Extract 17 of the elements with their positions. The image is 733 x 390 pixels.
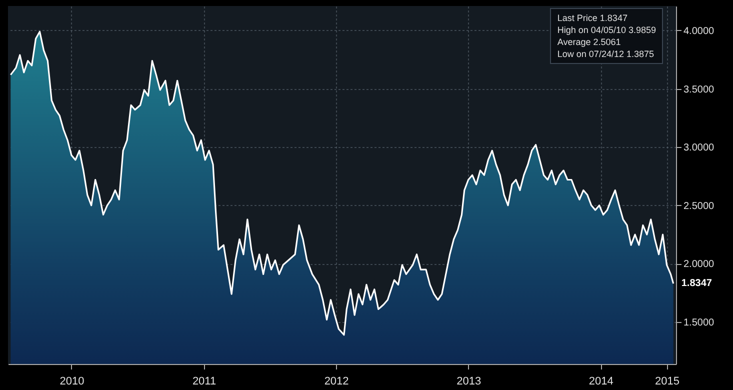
annotation: High on 04/05/10 3.9859 <box>557 25 656 35</box>
y-tick-label: 4.0000 <box>684 26 715 37</box>
annotation: Average 2.5061 <box>557 37 621 47</box>
x-tick-label: 2012 <box>324 376 349 388</box>
y-tick-label: 2.0000 <box>684 259 715 270</box>
y-tick-label: 3.0000 <box>684 142 715 154</box>
y-tick-label: 3.5000 <box>684 84 715 96</box>
x-tick-label: 2011 <box>192 376 216 388</box>
annotation: 1.8347 <box>681 278 712 289</box>
x-tick-label: 2013 <box>456 376 482 388</box>
x-tick-label: 2010 <box>60 376 84 388</box>
annotation: Last Price 1.8347 <box>557 13 628 23</box>
annotation: Low on 07/24/12 1.3875 <box>557 49 654 59</box>
x-tick-label: 2014 <box>588 376 614 388</box>
y-tick-label: 2.5000 <box>684 200 715 212</box>
y-tick-label: 1.5000 <box>684 318 715 329</box>
x-tick-label: 2015 <box>655 376 680 388</box>
